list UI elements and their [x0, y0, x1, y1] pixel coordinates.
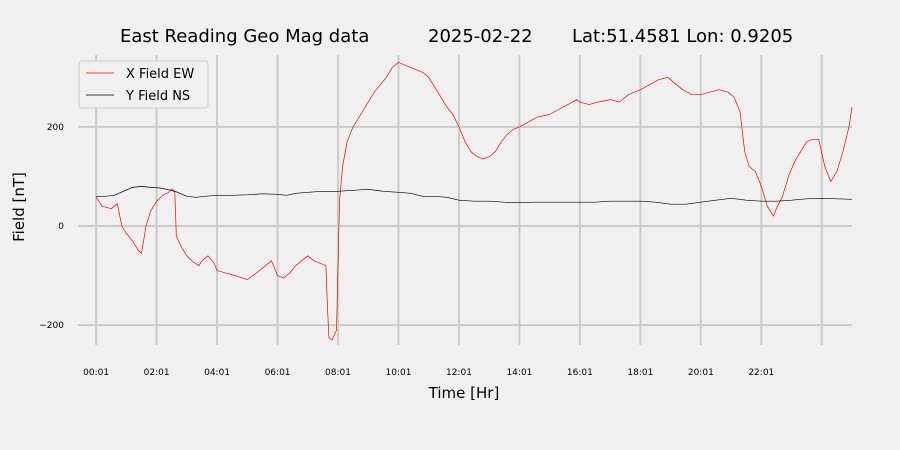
x-tick-label: 04:01	[204, 368, 230, 378]
chart-title-location: East Reading Geo Mag data	[120, 26, 369, 47]
series-line-y-field-ns	[96, 186, 853, 205]
x-tick-label: 06:01	[265, 368, 291, 378]
legend-label-x: X Field EW	[126, 67, 194, 82]
legend-label-y: Y Field NS	[125, 89, 190, 104]
grid	[78, 55, 852, 345]
series-lines	[95, 62, 853, 341]
y-tick-label: −200	[39, 321, 64, 331]
legend: X Field EW Y Field NS	[78, 60, 209, 109]
x-tick-label: 12:01	[446, 368, 472, 378]
series-line-x-field-ew	[95, 62, 853, 341]
x-tick-label: 00:01	[83, 368, 109, 378]
tick-labels: 00:01 02:01 04:01 06:01 08:01 10:01 12:01 14:01…	[39, 123, 774, 378]
y-tick-label: 0	[58, 222, 64, 232]
x-tick-label: 20:01	[688, 368, 714, 378]
x-tick-label: 18:01	[627, 368, 653, 378]
x-tick-label: 22:01	[748, 368, 774, 378]
y-tick-label: 200	[47, 123, 64, 133]
x-tick-label: 08:01	[325, 368, 351, 378]
chart-title-coords: Lat:51.4581 Lon: 0.9205	[572, 26, 793, 47]
x-tick-label: 14:01	[506, 368, 532, 378]
chart-title-date: 2025-02-22	[428, 26, 533, 47]
x-tick-label: 10:01	[386, 368, 412, 378]
y-axis-label: Field [nT]	[10, 172, 28, 242]
x-axis-label: Time [Hr]	[428, 384, 500, 402]
x-tick-label: 16:01	[567, 368, 593, 378]
x-tick-label: 02:01	[144, 368, 170, 378]
